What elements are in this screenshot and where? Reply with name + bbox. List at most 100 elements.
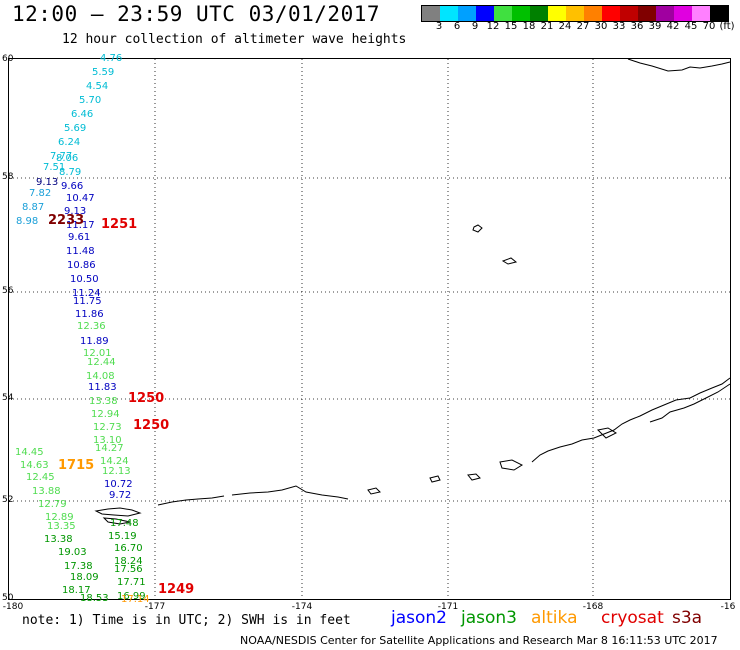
latitude-label: 54 [2, 393, 14, 403]
legend-swatch-5 [512, 6, 530, 21]
credit-footer: NOAA/NESDIS Center for Satellite Applica… [240, 634, 718, 647]
wave-height-label: 17.48 [110, 518, 139, 529]
wave-height-label: 9.13 [36, 177, 59, 188]
legend-label: 30 [594, 21, 608, 32]
longitude-label: -16 [720, 602, 736, 612]
wave-height-label: 16.70 [114, 543, 143, 554]
wave-height-label: 13.10 [93, 435, 122, 446]
longitude-label: -171 [437, 602, 459, 612]
wave-height-label: 12.36 [77, 321, 106, 332]
wave-height-label: 8.98 [16, 216, 39, 227]
legend-label: 70 [702, 21, 716, 32]
legend-label: 15 [504, 21, 518, 32]
legend-label: 45 [684, 21, 698, 32]
wave-height-label: 11.75 [73, 296, 102, 307]
legend-swatch-6 [530, 6, 548, 21]
legend-swatch-16 [710, 6, 728, 21]
wave-height-label: 18.53 [80, 593, 109, 604]
wave-height-label: 18.24 [114, 556, 143, 567]
wave-height-label: 4.76 [100, 53, 123, 64]
wave-height-label: 12.44 [87, 357, 116, 368]
legend-label: 12 [486, 21, 500, 32]
wave-height-label: 14.27 [95, 443, 124, 454]
legend-swatch-8 [566, 6, 584, 21]
wave-height-label: 17.38 [64, 561, 93, 572]
wave-height-label: 10.72 [104, 479, 133, 490]
wave-height-label: 11.17 [66, 220, 95, 231]
wave-height-label: 15.19 [108, 531, 137, 542]
legend-label: 39 [648, 21, 662, 32]
wave-height-label: 8.79 [59, 167, 82, 178]
coastline-island-b [429, 475, 441, 483]
legend-swatch-10 [602, 6, 620, 21]
legend-swatch-4 [494, 6, 512, 21]
coastline-andreanof [231, 485, 349, 500]
wave-height-label: 11.86 [75, 309, 104, 320]
coastline-near-islands [94, 507, 142, 517]
wave-height-label: 13.38 [44, 534, 73, 545]
coastline-alaska-peninsula [531, 377, 731, 463]
wave-height-label: 8.06 [56, 153, 79, 164]
wave-height-label: 9.66 [61, 181, 84, 192]
longitude-label: -168 [582, 602, 604, 612]
legend-swatch-11 [620, 6, 638, 21]
wave-height-label: 13.38 [89, 396, 118, 407]
wave-height-label: 9.61 [68, 232, 91, 243]
satellite-legend-jason3: jason3 [461, 608, 517, 628]
legend-swatch-7 [548, 6, 566, 21]
satellite-legend-cryosat: cryosat [601, 608, 664, 628]
pass-time-label: 1715 [58, 458, 95, 473]
satellite-legend-jason2: jason2 [391, 608, 447, 628]
legend-swatch-9 [584, 6, 602, 21]
wave-height-label: 10.47 [66, 193, 95, 204]
color-legend-bar [421, 5, 729, 22]
longitude-label: -180 [2, 602, 24, 612]
wave-height-label: 8.87 [22, 202, 45, 213]
coastline-kodiak-area [596, 427, 618, 439]
wave-height-label: 17.71 [117, 577, 146, 588]
wave-height-label: 12.94 [91, 409, 120, 420]
chart-title: 12:00 – 23:59 UTC 03/01/2017 [12, 2, 381, 26]
wave-height-label: 14.45 [15, 447, 44, 458]
longitude-label: -177 [144, 602, 166, 612]
legend-label: 21 [540, 21, 554, 32]
wave-height-label: 5.69 [64, 123, 87, 134]
wave-height-label: 5.70 [79, 95, 102, 106]
coastline-pribilof-island-2 [501, 257, 518, 265]
wave-height-label: 5.59 [92, 67, 115, 78]
wave-height-label: 12.79 [38, 499, 67, 510]
wave-height-label: 14.08 [86, 371, 115, 382]
chart-subtitle: 12 hour collection of altimeter wave hei… [62, 32, 407, 47]
latitude-label: 58 [2, 172, 14, 182]
wave-height-label: 11.89 [80, 336, 109, 347]
wave-height-label: 11.24 [72, 288, 101, 299]
wave-height-label: 7.82 [29, 188, 52, 199]
coastline-island-c [367, 487, 381, 495]
map-frame [8, 58, 731, 600]
coastline-alaska-north [627, 58, 731, 72]
wave-height-label: 7.51 [43, 162, 66, 173]
wave-height-label: 12.01 [83, 348, 112, 359]
units-note: note: 1) Time is in UTC; 2) SWH is in fe… [22, 613, 351, 628]
wave-height-label: 19.03 [58, 547, 87, 558]
coastline-attu [102, 517, 131, 525]
legend-swatch-2 [458, 6, 476, 21]
coastline-rat-islands [157, 495, 225, 506]
legend-label: 33 [612, 21, 626, 32]
coastline-fox-islands [499, 459, 524, 471]
wave-height-label: 12.89 [45, 512, 74, 523]
latitude-label: 50 [2, 593, 14, 603]
wave-height-label: 18.17 [62, 585, 91, 596]
coastline [94, 58, 731, 525]
wave-height-label: 11.83 [88, 382, 117, 393]
legend-label: 27 [576, 21, 590, 32]
pass-time-label: 1251 [101, 217, 138, 232]
legend-swatch-15 [692, 6, 710, 21]
pass-time-label: 1249 [158, 582, 195, 597]
wave-height-label: 13.88 [32, 486, 61, 497]
legend-label: (ft) [719, 21, 735, 32]
wave-height-label: 6.46 [71, 109, 94, 120]
wave-height-label: 16.99 [117, 591, 146, 602]
wave-height-label: 18.09 [70, 572, 99, 583]
